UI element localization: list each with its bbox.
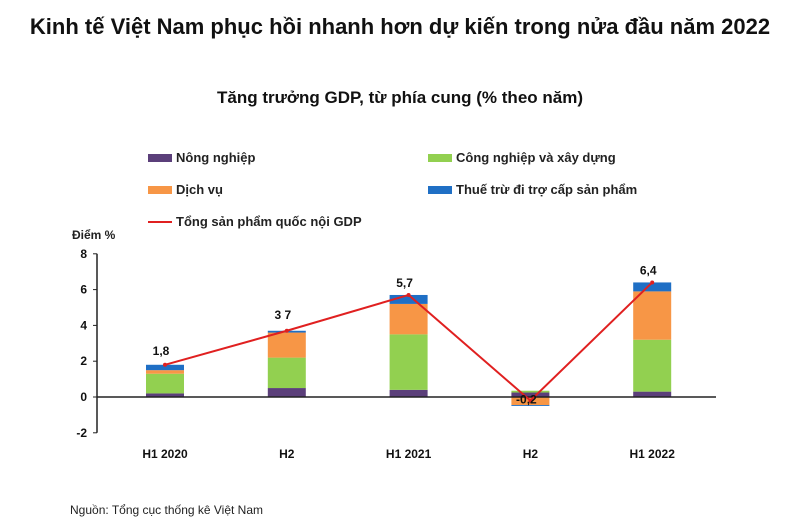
bar-2-1 bbox=[267, 332, 306, 358]
y-tick-label: 2 bbox=[80, 354, 87, 368]
legend-line bbox=[148, 220, 172, 223]
legend-tax: Thuế trừ đi trợ cấp sản phẩm bbox=[428, 182, 637, 197]
chart-subtitle: Tăng trưởng GDP, từ phía cung (% theo nă… bbox=[216, 88, 583, 107]
gdp-data-label: 1,8 bbox=[153, 344, 170, 358]
x-tick-label: H2 bbox=[523, 447, 539, 461]
legend-swatch bbox=[428, 185, 452, 194]
bar-2-0 bbox=[146, 370, 184, 374]
legend-label: Nông nghiệp bbox=[176, 150, 256, 165]
legend-agriculture: Nông nghiệp bbox=[148, 150, 255, 165]
bar-2-4 bbox=[633, 291, 672, 340]
chart-title: Kinh tế Việt Nam phục hồi nhanh hơn dự k… bbox=[29, 14, 771, 39]
bar-1-3 bbox=[511, 390, 550, 393]
y-tick-label: 4 bbox=[80, 318, 87, 332]
bar-3-0 bbox=[146, 364, 184, 371]
gdp-point bbox=[284, 328, 289, 333]
legend-swatch bbox=[428, 153, 452, 162]
bar-3-4 bbox=[633, 282, 672, 292]
legend-gdp: Tổng sản phẩm quốc nội GDP bbox=[148, 214, 362, 229]
gdp-data-label: 6,4 bbox=[640, 263, 657, 277]
bar-3-3 bbox=[511, 405, 550, 406]
y-tick-label: 8 bbox=[80, 247, 87, 261]
bar-1-4 bbox=[633, 339, 672, 392]
legend-label: Công nghiệp và xây dựng bbox=[456, 150, 616, 165]
legend-industry: Công nghiệp và xây dựng bbox=[428, 150, 616, 165]
y-tick-label: 6 bbox=[80, 283, 87, 297]
gdp-data-label: 5,7 bbox=[396, 276, 413, 290]
x-tick-label: H1 2021 bbox=[386, 447, 432, 461]
bar-0-1 bbox=[267, 388, 306, 397]
source-note: Nguồn: Tổng cục thống kê Việt Nam bbox=[70, 503, 264, 517]
x-tick-label: H1 2022 bbox=[630, 447, 676, 461]
bar-2-2 bbox=[389, 303, 428, 335]
y-tick-label: -2 bbox=[76, 426, 87, 440]
bar-0-2 bbox=[389, 389, 428, 397]
y-axis-label: Điểm % bbox=[72, 228, 116, 242]
bar-0-4 bbox=[633, 391, 672, 397]
legend-services: Dịch vụ bbox=[148, 182, 223, 197]
bar-0-0 bbox=[146, 393, 184, 397]
bar-3-2 bbox=[389, 294, 428, 304]
legend-label: Thuế trừ đi trợ cấp sản phẩm bbox=[456, 182, 638, 197]
x-tick-label: H2 bbox=[279, 447, 295, 461]
bar-1-0 bbox=[146, 373, 184, 394]
gdp-point bbox=[650, 280, 655, 285]
gdp-data-label: -0,2 bbox=[516, 392, 537, 406]
bar-0-3 bbox=[511, 392, 550, 397]
bar-1-2 bbox=[389, 334, 428, 390]
y-tick-label: 0 bbox=[80, 390, 87, 404]
legend-label: Tổng sản phẩm quốc nội GDP bbox=[176, 214, 362, 229]
x-tick-label: H1 2020 bbox=[142, 447, 188, 461]
bar-1-1 bbox=[267, 357, 306, 389]
gdp-point bbox=[528, 398, 533, 403]
gdp-data-label: 3 7 bbox=[274, 308, 291, 322]
gdp-point bbox=[163, 362, 167, 367]
legend-swatch bbox=[148, 185, 172, 194]
legend-swatch bbox=[148, 153, 172, 162]
gdp-point bbox=[406, 292, 411, 297]
legend-label: Dịch vụ bbox=[176, 182, 223, 197]
